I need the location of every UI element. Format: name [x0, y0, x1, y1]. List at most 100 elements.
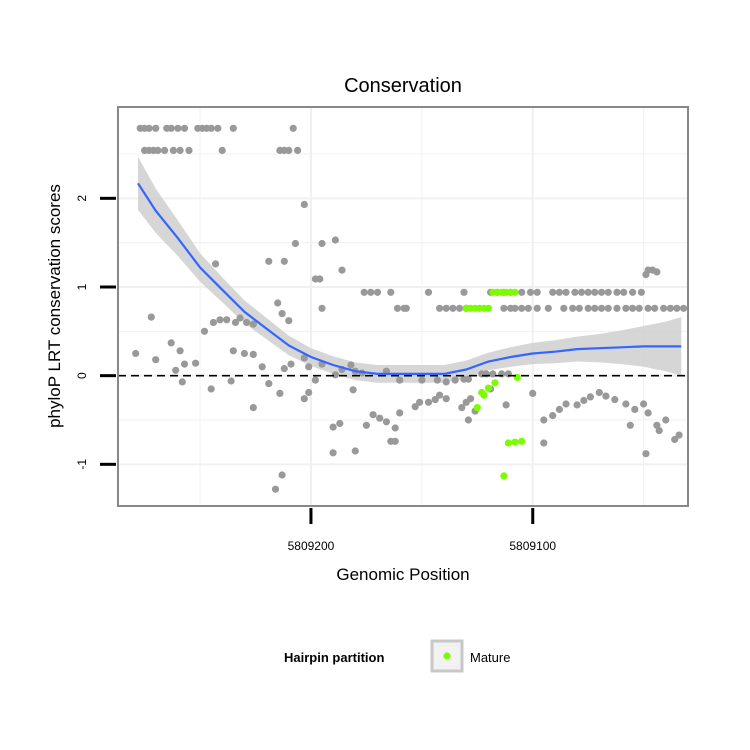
data-point-other [289, 124, 297, 132]
data-point-other [662, 416, 670, 424]
data-point-mature [478, 388, 486, 397]
data-point-other [305, 388, 313, 397]
data-point-other [336, 419, 344, 428]
data-point-other [207, 385, 215, 393]
data-point-other [562, 288, 570, 296]
data-point-other [278, 471, 286, 479]
data-point-other [331, 236, 339, 244]
data-point-other [637, 288, 646, 296]
data-point-other [249, 404, 257, 412]
data-point-other [396, 409, 404, 417]
data-point-other [218, 146, 226, 154]
data-point-other [595, 388, 603, 397]
data-point-other [442, 378, 450, 386]
data-point-other [154, 146, 162, 154]
data-point-other [240, 349, 248, 358]
data-point-other [185, 146, 193, 154]
data-point-other [540, 439, 548, 447]
data-point-other [318, 239, 326, 248]
data-point-other [651, 304, 659, 312]
data-point-other [577, 288, 586, 296]
data-point-other [644, 409, 652, 417]
data-point-mature [484, 384, 492, 392]
data-point-other [152, 356, 160, 364]
data-point-other [249, 320, 257, 328]
data-point-other [347, 361, 355, 369]
data-point-other [167, 339, 175, 347]
data-point-other [396, 376, 404, 384]
data-point-other [291, 239, 299, 248]
data-point-other [362, 421, 370, 429]
data-point-other [500, 304, 508, 312]
data-point-other [575, 304, 583, 312]
data-point-other [274, 299, 282, 307]
data-point-other [227, 377, 235, 385]
data-point-other [229, 124, 237, 132]
data-point-other [214, 124, 222, 132]
y-tick-label: -1 [75, 459, 89, 470]
data-point-other [573, 401, 581, 409]
data-point-other [387, 288, 395, 296]
data-point-other [540, 416, 548, 424]
data-point-other [285, 146, 293, 154]
data-point-other [338, 266, 346, 274]
data-point-other [555, 405, 564, 413]
data-point-other [464, 375, 472, 383]
data-point-other [300, 395, 308, 403]
y-tick-label: 0 [75, 372, 89, 379]
data-point-other [529, 389, 537, 397]
data-point-other [285, 317, 293, 325]
data-point-other [172, 366, 180, 374]
legend-mature-point [443, 652, 451, 660]
data-point-other [391, 437, 399, 445]
data-point-other [316, 275, 324, 283]
y-axis-label: phyloP LRT conservation scores [45, 184, 64, 428]
data-point-other [642, 271, 650, 279]
data-point-other [176, 347, 184, 355]
data-point-other [526, 288, 535, 296]
data-point-mature [504, 439, 512, 447]
data-point-mature [511, 288, 519, 296]
data-point-other [635, 304, 643, 312]
data-point-other [613, 304, 621, 312]
data-point-other [192, 359, 200, 367]
data-point-other [300, 200, 308, 209]
confidence-ribbon [138, 156, 682, 383]
data-point-other [460, 288, 468, 296]
data-point-other [604, 304, 612, 312]
data-point-other [167, 124, 175, 132]
data-point-other [436, 304, 444, 312]
data-point-other [597, 288, 606, 296]
data-point-other [411, 403, 419, 411]
data-point-other [280, 257, 288, 265]
data-point-other [518, 304, 526, 312]
data-point-other [626, 421, 634, 429]
data-point-other [231, 318, 240, 327]
data-point-other [271, 485, 280, 493]
y-axis: -1 0 1 2 [75, 195, 116, 470]
data-point-other [376, 414, 384, 422]
data-point-other [249, 350, 257, 358]
data-point-other [569, 304, 577, 312]
data-point-other [586, 393, 595, 401]
data-point-other [620, 288, 628, 296]
data-point-other [416, 398, 424, 406]
data-point-other [653, 421, 661, 429]
confidence-ribbon-layer [138, 156, 682, 383]
data-point-other [671, 435, 679, 444]
data-point-other [442, 395, 450, 403]
x-tick-label: 5809200 [288, 539, 335, 553]
data-point-mature [484, 304, 492, 312]
data-point-other [464, 416, 472, 424]
data-point-other [629, 288, 637, 296]
data-point-other [276, 389, 284, 397]
data-point-other [502, 401, 510, 409]
data-point-other [524, 304, 532, 312]
data-point-other [382, 418, 390, 426]
data-point-other [180, 360, 189, 368]
data-point-other [533, 288, 541, 296]
data-point-other [660, 304, 668, 312]
data-point-other [580, 396, 588, 405]
data-point-other [449, 304, 457, 312]
